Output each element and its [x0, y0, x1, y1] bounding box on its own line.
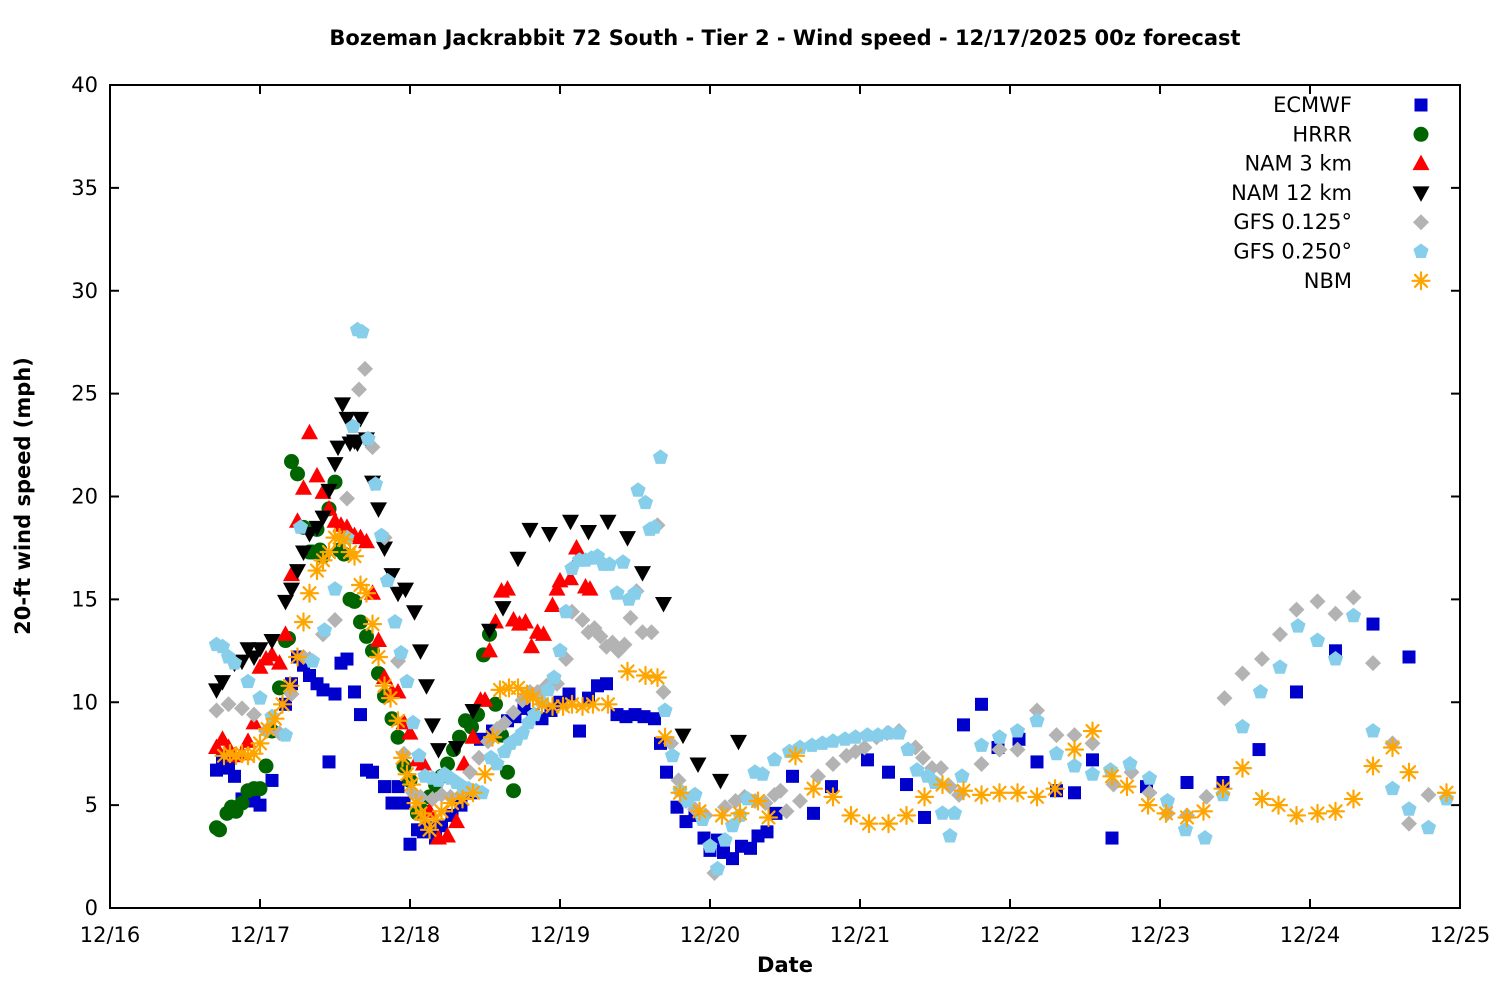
x-axis-label: Date — [757, 953, 813, 977]
legend-item-nbm: NBM — [1304, 269, 1431, 293]
legend-item-nam-12-km: NAM 12 km — [1231, 181, 1430, 205]
svg-text:HRRR: HRRR — [1292, 122, 1352, 146]
legend-item-nam-3-km: NAM 3 km — [1244, 152, 1430, 176]
svg-text:NBM: NBM — [1304, 269, 1352, 293]
legend-item-gfs-0-125-: GFS 0.125° — [1233, 210, 1429, 234]
legend-item-ecmwf: ECMWF — [1273, 93, 1428, 117]
x-tick-label: 12/17 — [230, 923, 291, 947]
svg-text:NAM 3 km: NAM 3 km — [1244, 152, 1352, 176]
chart-title: Bozeman Jackrabbit 72 South - Tier 2 - W… — [329, 26, 1240, 50]
x-tick-label: 12/21 — [830, 923, 891, 947]
svg-text:GFS 0.125°: GFS 0.125° — [1233, 210, 1352, 234]
legend-item-gfs-0-250-: GFS 0.250° — [1233, 240, 1429, 264]
tick-labels: 12/16 12/17 12/18 12/19 12/20 12/21 12/22 12/23… — [71, 73, 1490, 947]
y-tick-label: 30 — [71, 279, 98, 303]
x-tick-label: 12/20 — [680, 923, 741, 947]
legend: ECMWF HRRR NAM 3 km NAM 12 km GFS 0.125° GFS … — [1231, 93, 1431, 293]
y-tick-label: 5 — [85, 793, 98, 817]
x-tick-label: 12/24 — [1280, 923, 1341, 947]
y-tick-label: 25 — [71, 382, 98, 406]
svg-text:NAM 12 km: NAM 12 km — [1231, 181, 1352, 205]
x-tick-label: 12/19 — [530, 923, 591, 947]
x-tick-label: 12/23 — [1130, 923, 1191, 947]
axes — [109, 84, 1461, 909]
x-tick-label: 12/25 — [1430, 923, 1491, 947]
x-tick-label: 12/18 — [380, 923, 441, 947]
y-tick-label: 0 — [85, 896, 98, 920]
legend-item-hrrr: HRRR — [1292, 122, 1429, 146]
y-tick-label: 15 — [71, 587, 98, 611]
series-nbm — [214, 528, 1457, 840]
x-tick-label: 12/22 — [980, 923, 1041, 947]
x-tick-label: 12/16 — [80, 923, 141, 947]
y-axis-label: 20-ft wind speed (mph) — [11, 357, 35, 635]
series-nam-3-km — [208, 423, 599, 845]
svg-text:GFS 0.250°: GFS 0.250° — [1233, 240, 1352, 264]
y-tick-label: 20 — [71, 485, 98, 509]
svg-text:ECMWF: ECMWF — [1273, 93, 1352, 117]
data-points — [208, 321, 1457, 882]
y-tick-label: 35 — [71, 176, 98, 200]
y-tick-label: 10 — [71, 690, 98, 714]
y-tick-label: 40 — [71, 73, 98, 97]
